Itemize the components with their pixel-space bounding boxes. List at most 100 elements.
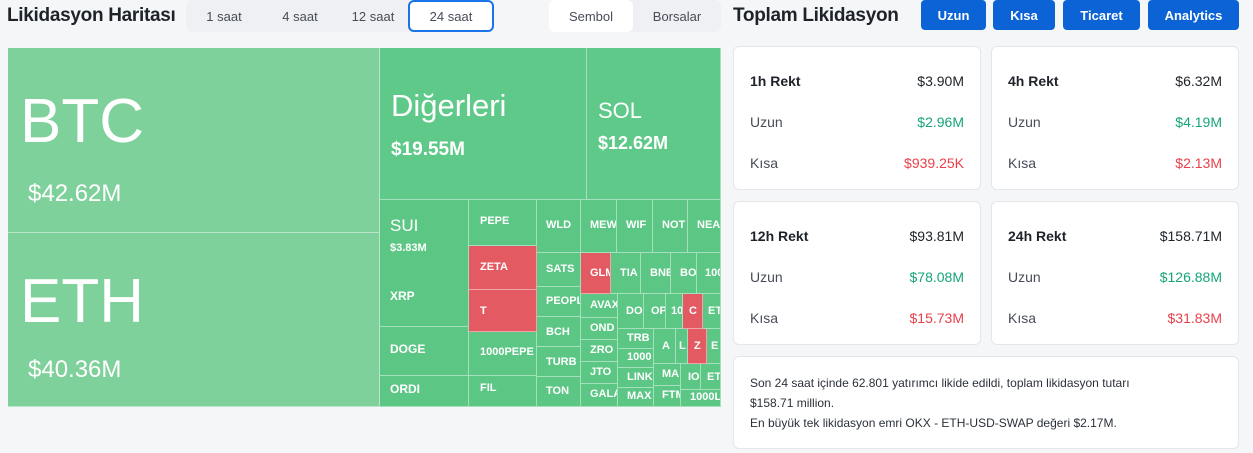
- treemap-cell-ma[interactable]: MA: [654, 364, 681, 386]
- treemap-cell-others[interactable]: Diğerleri $19.55M: [380, 48, 587, 200]
- cell-symbol: ET: [707, 371, 721, 383]
- long-label: Uzun: [1008, 114, 1041, 130]
- treemap-cell-trb[interactable]: TRB: [618, 329, 654, 349]
- cell-symbol: PEPE: [480, 215, 510, 227]
- stat-card-24h: 24h Rekt $158.71M Uzun $126.88M Kısa $31…: [991, 201, 1239, 345]
- treemap-cell-sol[interactable]: SOL $12.62M: [587, 48, 721, 200]
- cell-symbol: L: [679, 340, 686, 352]
- treemap-cell-link[interactable]: LINK: [618, 368, 654, 388]
- uzun-button[interactable]: Uzun: [921, 0, 986, 30]
- cell-symbol: 100: [705, 267, 720, 279]
- card-total: $3.90M: [917, 73, 964, 89]
- cell-symbol: E: [711, 340, 719, 352]
- cell-symbol: XRP: [390, 289, 415, 303]
- long-value: $126.88M: [1159, 269, 1222, 285]
- treemap-cell-fil[interactable]: FIL: [469, 376, 537, 407]
- treemap-cell-gala[interactable]: GALA: [581, 384, 618, 407]
- cell-symbol: MAX: [627, 390, 652, 402]
- treemap-cell-people[interactable]: PEOPL: [537, 287, 581, 317]
- tab-1-saat[interactable]: 1 saat: [206, 8, 242, 24]
- cell-symbol: GLM: [590, 267, 610, 279]
- view-tabs: Sembol Borsalar: [549, 0, 721, 32]
- treemap-cell-max[interactable]: MAX: [618, 388, 654, 407]
- cell-symbol: TON: [546, 385, 570, 397]
- treemap-cell-not[interactable]: NOT: [653, 200, 688, 253]
- cell-symbol: Diğerleri: [391, 88, 507, 123]
- short-label: Kısa: [1008, 155, 1037, 171]
- tab-24-saat[interactable]: 24 saat: [408, 0, 494, 32]
- card-title: 4h Rekt: [1008, 73, 1059, 89]
- treemap-cell-mew[interactable]: MEW: [581, 200, 617, 253]
- treemap-cell-glm[interactable]: GLM: [581, 253, 611, 294]
- short-label: Kısa: [750, 155, 779, 171]
- treemap-cell-bome[interactable]: BO: [671, 253, 697, 294]
- treemap-cell-io[interactable]: IO: [681, 364, 701, 390]
- treemap-cell-doge[interactable]: DOGE: [380, 327, 469, 376]
- treemap-cell-op[interactable]: OP: [644, 294, 666, 329]
- stat-card-4h: 4h Rekt $6.32M Uzun $4.19M Kısa $2.13M: [991, 46, 1239, 190]
- treemap-cell-zeta[interactable]: ZETA: [469, 246, 537, 290]
- treemap-cell-sats[interactable]: SATS: [537, 253, 581, 287]
- long-value: $4.19M: [1175, 114, 1222, 130]
- treemap-cell-eth[interactable]: ETH $40.36M: [8, 233, 380, 407]
- cell-symbol: 1000PEPE: [480, 346, 534, 358]
- tab-12-saat[interactable]: 12 saat: [351, 8, 395, 24]
- treemap-cell-z[interactable]: Z: [688, 329, 707, 364]
- treemap-cell-1000x2[interactable]: 1000: [618, 349, 654, 368]
- cell-symbol: NOT: [662, 219, 686, 231]
- treemap-cell-c[interactable]: C: [683, 294, 703, 329]
- treemap-cell-avax[interactable]: AVAX: [581, 294, 618, 318]
- treemap-cell-bch[interactable]: BCH: [537, 317, 581, 347]
- treemap-cell-1000l[interactable]: 1000L: [681, 390, 721, 407]
- treemap-cell-zro[interactable]: ZRO: [581, 340, 618, 362]
- long-label: Uzun: [1008, 269, 1041, 285]
- treemap-cell-near[interactable]: NEA: [688, 200, 721, 253]
- cell-symbol: 1000: [627, 351, 652, 363]
- treemap-cell-btc[interactable]: BTC $42.62M: [8, 48, 380, 233]
- cell-value: $19.55M: [391, 139, 465, 160]
- treemap-cell-tia[interactable]: TIA: [611, 253, 641, 294]
- long-label: Uzun: [750, 114, 783, 130]
- tab-sembol[interactable]: Sembol: [549, 0, 633, 32]
- cell-symbol: WLD: [546, 219, 572, 231]
- treemap-cell-et2[interactable]: ET: [701, 364, 721, 390]
- treemap-cell-ondo[interactable]: OND: [581, 318, 618, 340]
- treemap-cell-10[interactable]: 10: [666, 294, 683, 329]
- treemap-cell-turbo[interactable]: TURB: [537, 347, 581, 377]
- treemap-cell-1000x[interactable]: 100: [697, 253, 721, 294]
- cell-symbol: SOL: [598, 98, 643, 123]
- short-label: Kısa: [1008, 310, 1037, 326]
- ticaret-button[interactable]: Ticaret: [1063, 0, 1140, 30]
- treemap-cell-1000pepe[interactable]: 1000PEPE: [469, 332, 537, 376]
- treemap-cell-wld[interactable]: WLD: [537, 200, 581, 253]
- cell-symbol: DOGE: [390, 342, 426, 356]
- stat-card-1h: 1h Rekt $3.90M Uzun $2.96M Kısa $939.25K: [733, 46, 981, 190]
- cell-symbol: A: [662, 340, 670, 352]
- treemap-cell-wif[interactable]: WIF: [617, 200, 653, 253]
- treemap-cell-ton[interactable]: TON: [537, 377, 581, 407]
- kisa-button[interactable]: Kısa: [993, 0, 1055, 30]
- treemap-cell-xrp[interactable]: XRP: [380, 269, 469, 327]
- treemap-cell-bnb[interactable]: BNB: [641, 253, 671, 294]
- treemap-cell-pepe[interactable]: PEPE: [469, 200, 537, 246]
- cell-symbol: ZETA: [480, 261, 508, 273]
- cell-symbol: SUI: [390, 216, 419, 235]
- treemap-cell-et[interactable]: ET: [703, 294, 721, 329]
- treemap-cell-l[interactable]: L: [676, 329, 688, 364]
- treemap-cell-dot[interactable]: DO: [618, 294, 644, 329]
- summary-line-1: Son 24 saat içinde 62.801 yatırımcı liki…: [750, 376, 1130, 390]
- cell-symbol: FTM: [662, 389, 680, 401]
- tab-borsalar[interactable]: Borsalar: [652, 8, 702, 24]
- cell-value: $3.83M: [390, 242, 427, 254]
- treemap-cell-ordi[interactable]: ORDI: [380, 376, 469, 407]
- treemap-cell-ftm[interactable]: FTM: [654, 386, 681, 407]
- tab-4-saat[interactable]: 4 saat: [282, 8, 318, 24]
- treemap-cell-t[interactable]: T: [469, 290, 537, 332]
- treemap-cell-jto[interactable]: JTO: [581, 362, 618, 384]
- cell-symbol: ORDI: [390, 382, 420, 396]
- treemap-cell-a[interactable]: A: [654, 329, 676, 364]
- treemap-cell-e[interactable]: E: [707, 329, 721, 364]
- cell-symbol: SATS: [546, 263, 575, 275]
- analytics-button[interactable]: Analytics: [1148, 0, 1239, 30]
- cell-symbol: PEOPL: [546, 295, 581, 307]
